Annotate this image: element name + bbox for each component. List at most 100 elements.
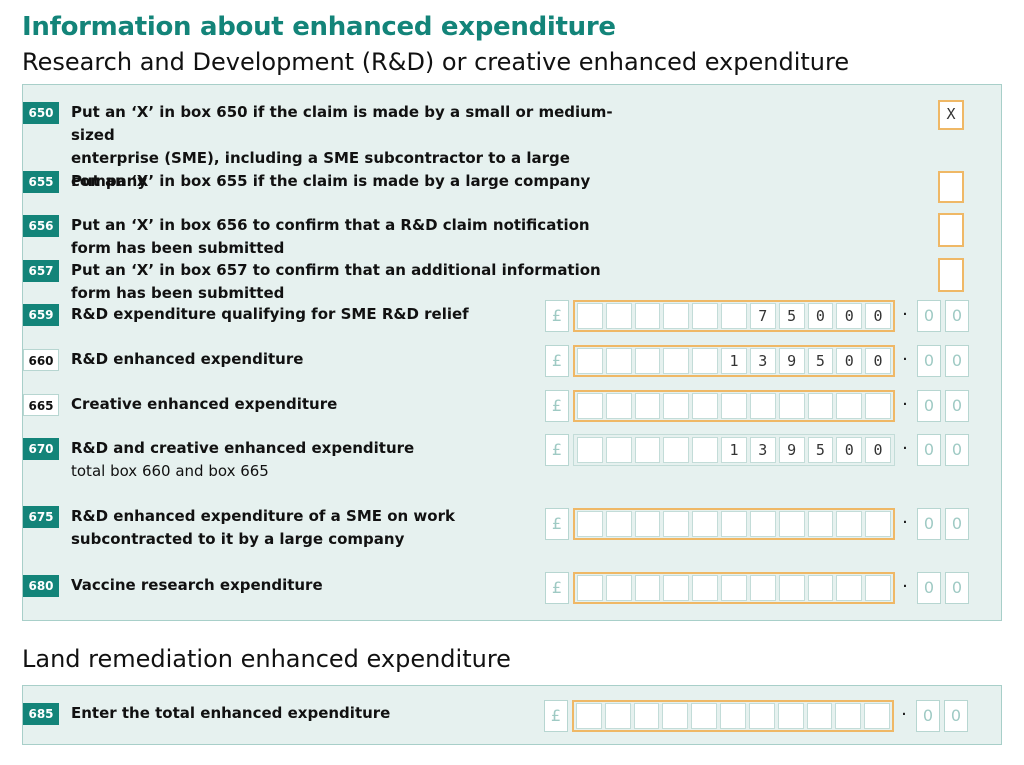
pound-symbol: £	[545, 572, 569, 604]
digit-cell[interactable]: 3	[749, 437, 776, 463]
digit-cell[interactable]	[865, 575, 891, 601]
digit-cell[interactable]	[807, 575, 834, 601]
digit-cell[interactable]: 1	[721, 437, 747, 463]
digit-cell[interactable]: 0	[865, 303, 891, 329]
pence-digit: 0	[917, 345, 941, 377]
digit-cell[interactable]	[721, 393, 747, 419]
sme-claim-checkbox[interactable]: X	[938, 100, 964, 130]
digit-cell[interactable]	[778, 511, 805, 537]
digit-cell[interactable]	[749, 511, 776, 537]
box-number: 675	[23, 506, 59, 528]
digit-cell[interactable]	[720, 703, 746, 729]
digit-cell[interactable]	[721, 303, 747, 329]
digit-cell[interactable]	[663, 393, 690, 419]
digit-cell[interactable]	[577, 437, 603, 463]
amount-input[interactable]	[573, 508, 895, 540]
digit-cell[interactable]	[692, 303, 719, 329]
digit-cell[interactable]	[778, 575, 805, 601]
digit-cell[interactable]	[692, 393, 719, 419]
digit-cell[interactable]: 0	[865, 348, 891, 374]
digit-cell[interactable]	[836, 511, 863, 537]
digit-cell[interactable]	[836, 393, 863, 419]
pence-digit: 0	[945, 508, 969, 540]
digit-cell[interactable]	[605, 393, 632, 419]
digit-cell[interactable]	[634, 348, 661, 374]
digit-cell[interactable]	[806, 703, 833, 729]
digit-cell[interactable]	[835, 703, 862, 729]
digit-cell[interactable]	[663, 575, 690, 601]
digit-cell[interactable]	[721, 575, 747, 601]
digit-cell[interactable]	[749, 393, 776, 419]
row-label: R&D enhanced expenditure of a SME on wor…	[71, 507, 455, 548]
amount-input[interactable]	[573, 572, 895, 604]
digit-cell[interactable]: 5	[807, 437, 834, 463]
large-company-checkbox[interactable]	[938, 171, 964, 203]
digit-cell[interactable]	[662, 703, 689, 729]
pound-symbol: £	[545, 508, 569, 540]
digit-cell[interactable]	[577, 348, 603, 374]
digit-cell[interactable]: 0	[836, 303, 863, 329]
digit-cell[interactable]	[865, 511, 891, 537]
digit-cell[interactable]	[748, 703, 775, 729]
digit-cell[interactable]: 5	[807, 348, 834, 374]
digit-cell[interactable]	[634, 393, 661, 419]
amount-input[interactable]	[573, 390, 895, 422]
digit-cell[interactable]	[577, 393, 603, 419]
digit-cell[interactable]: 0	[836, 348, 863, 374]
digit-cell[interactable]	[605, 511, 632, 537]
digit-cell[interactable]	[749, 575, 776, 601]
digit-cell[interactable]: 3	[749, 348, 776, 374]
additional-info-checkbox[interactable]	[938, 258, 964, 292]
digit-cell[interactable]	[663, 303, 690, 329]
digit-cell[interactable]	[807, 393, 834, 419]
digit-cell[interactable]	[777, 703, 804, 729]
digit-cell[interactable]: 9	[778, 348, 805, 374]
digit-cell[interactable]	[605, 437, 632, 463]
digit-cell[interactable]	[605, 303, 632, 329]
digit-cell[interactable]: 0	[807, 303, 834, 329]
digit-cell[interactable]	[604, 703, 631, 729]
digit-cell[interactable]	[692, 437, 719, 463]
digit-cell[interactable]: 7	[749, 303, 776, 329]
digit-cell[interactable]	[634, 511, 661, 537]
notification-form-checkbox[interactable]	[938, 213, 964, 247]
digit-cell[interactable]	[634, 575, 661, 601]
pence-digit: 0	[916, 700, 940, 732]
digit-cell[interactable]	[778, 393, 805, 419]
box-number: 656	[23, 215, 59, 237]
digit-cell[interactable]	[691, 703, 718, 729]
row-label: Put an ‘X’ in box 650 if the claim is ma…	[71, 103, 613, 190]
digit-cell[interactable]	[836, 575, 863, 601]
digit-cell[interactable]	[807, 511, 834, 537]
digit-cell[interactable]	[663, 348, 690, 374]
digit-cell[interactable]	[577, 575, 603, 601]
digit-cell[interactable]: 9	[778, 437, 805, 463]
digit-cell[interactable]	[692, 348, 719, 374]
digit-cell[interactable]: 5	[778, 303, 805, 329]
digit-cell[interactable]	[663, 511, 690, 537]
decimal-point: ·	[902, 512, 908, 533]
digit-cell[interactable]	[577, 303, 603, 329]
digit-cell[interactable]: 0	[865, 437, 891, 463]
digit-cell[interactable]	[663, 437, 690, 463]
digit-cell[interactable]: 1	[721, 348, 747, 374]
pence-digit: 0	[945, 300, 969, 332]
digit-cell[interactable]	[605, 575, 632, 601]
digit-cell[interactable]	[692, 511, 719, 537]
digit-cell[interactable]	[634, 437, 661, 463]
digit-cell[interactable]	[634, 303, 661, 329]
digit-cell[interactable]: 0	[836, 437, 863, 463]
digit-cell[interactable]	[577, 511, 603, 537]
digit-cell[interactable]	[692, 575, 719, 601]
digit-cell[interactable]	[605, 348, 632, 374]
digit-cell[interactable]	[864, 703, 890, 729]
digit-cell[interactable]	[633, 703, 660, 729]
digit-cell[interactable]	[721, 511, 747, 537]
pound-symbol: £	[545, 300, 569, 332]
digit-cell[interactable]	[576, 703, 602, 729]
amount-input[interactable]	[572, 700, 894, 732]
digit-cell[interactable]	[865, 393, 891, 419]
